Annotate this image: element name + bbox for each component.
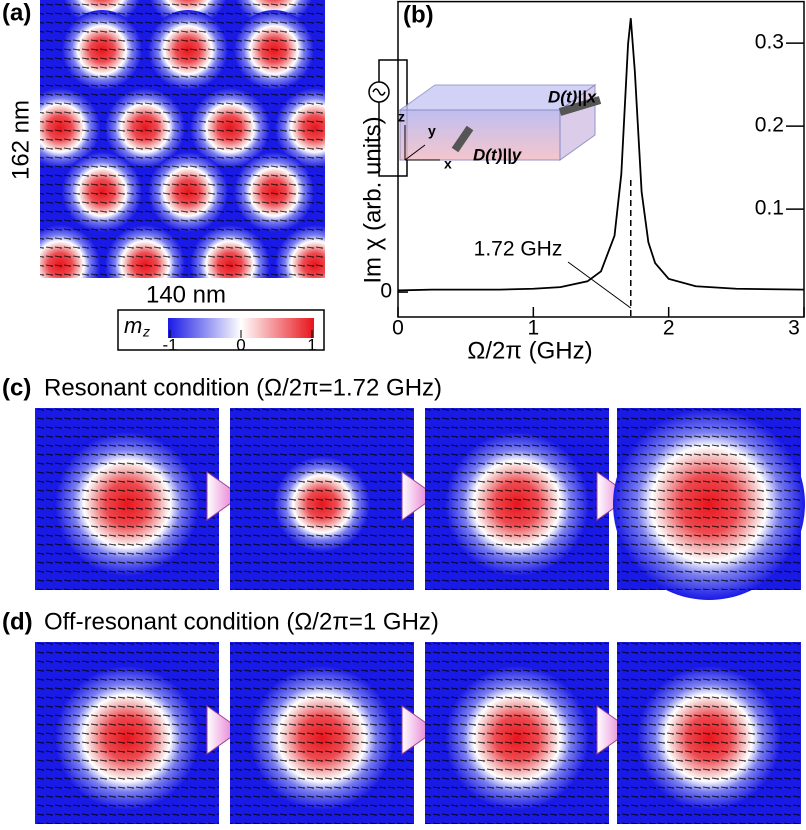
snapshot: [425, 642, 609, 824]
y-tick-label: 0.3: [755, 31, 784, 54]
figure: (a) 162 nm 140 nm m z z y x D(t)||x D(t)…: [0, 0, 806, 830]
x-tick-label: 1: [527, 317, 539, 340]
y-axis-label: Im χ (arb. units): [359, 116, 386, 283]
snapshot: [425, 408, 609, 590]
colorbar-tick-label: 1: [307, 335, 316, 354]
panel-label: (b): [403, 1, 434, 28]
spin-texture: [230, 408, 414, 590]
snapshot: [617, 642, 801, 824]
snapshot: [230, 408, 414, 590]
inset-axis-z: z: [398, 109, 405, 125]
inset-axis-y: y: [428, 123, 436, 139]
x-axis-label: Ω/2π (GHz): [467, 337, 592, 364]
colorbar-subscript: z: [142, 324, 150, 340]
spin-texture: [40, 0, 325, 278]
annotation-leader: [568, 262, 631, 308]
snapshot: [35, 642, 219, 824]
annotation: 1.72 GHz: [474, 238, 563, 261]
spin-texture: [35, 408, 219, 590]
spin-texture: [617, 408, 801, 590]
skyrmion-lattice: [20, 0, 355, 305]
spin-texture: [230, 642, 414, 824]
panel-label: (d): [2, 608, 33, 635]
width-label: 140 nm: [146, 281, 226, 308]
x-tick-label: 3: [788, 317, 800, 340]
spin-texture: [617, 642, 801, 824]
colorbar-tick-label: 0: [236, 335, 245, 354]
x-tick-label: 0: [392, 317, 404, 340]
spin-texture: [35, 642, 219, 824]
snapshot: [35, 408, 219, 590]
inset-axis-x: x: [444, 156, 452, 172]
x-tick-label: 2: [663, 317, 675, 340]
spin-texture: [425, 408, 609, 590]
panel-label: (c): [2, 374, 31, 401]
snapshot: [613, 408, 805, 600]
drive-x-label: D(t)||x: [548, 87, 598, 106]
drive-y-label: D(t)||y: [473, 145, 523, 164]
height-label: 162 nm: [7, 100, 34, 180]
snapshot: [230, 642, 414, 824]
panel-title: Resonant condition (Ω/2π=1.72 GHz): [44, 374, 442, 401]
spin-texture: [425, 642, 609, 824]
colorbar-tick-label: -1: [162, 335, 177, 354]
panel-label: (a): [2, 0, 31, 26]
y-tick-label: 0.2: [755, 114, 784, 137]
panel-title: Off-resonant condition (Ω/2π=1 GHz): [44, 608, 439, 635]
colorbar-symbol: m: [124, 313, 142, 338]
y-tick-label: 0.1: [755, 197, 784, 220]
